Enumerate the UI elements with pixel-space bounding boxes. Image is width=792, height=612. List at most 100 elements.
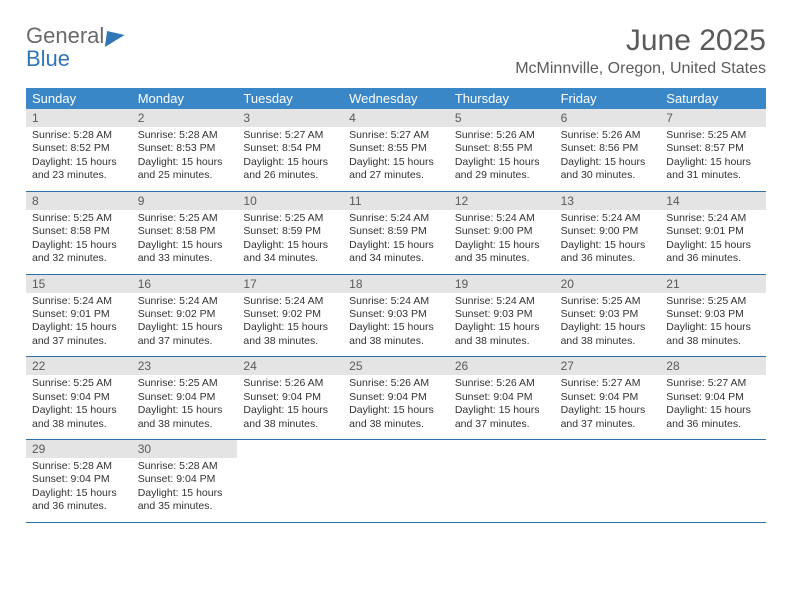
day-day1: Daylight: 15 hours bbox=[349, 239, 443, 252]
day-sunrise: Sunrise: 5:28 AM bbox=[32, 129, 126, 142]
day-sunrise: Sunrise: 5:27 AM bbox=[666, 377, 760, 390]
day-day2: and 38 minutes. bbox=[561, 335, 655, 348]
day-day1: Daylight: 15 hours bbox=[32, 487, 126, 500]
day-info: Sunrise: 5:24 AMSunset: 9:02 PMDaylight:… bbox=[237, 293, 343, 357]
day-day2: and 36 minutes. bbox=[666, 252, 760, 265]
day-number: 2 bbox=[132, 109, 238, 127]
day-sunset: Sunset: 9:03 PM bbox=[561, 308, 655, 321]
day-info: Sunrise: 5:27 AMSunset: 9:04 PMDaylight:… bbox=[555, 375, 661, 439]
day-number: 7 bbox=[660, 109, 766, 127]
day-day2: and 36 minutes. bbox=[666, 418, 760, 431]
calendar-week: 29Sunrise: 5:28 AMSunset: 9:04 PMDayligh… bbox=[26, 440, 766, 523]
day-sunrise: Sunrise: 5:24 AM bbox=[455, 212, 549, 225]
day-sunset: Sunset: 9:04 PM bbox=[349, 391, 443, 404]
page-title: June 2025 bbox=[515, 24, 766, 58]
logo-triangle-icon bbox=[105, 31, 125, 47]
calendar-cell: 5Sunrise: 5:26 AMSunset: 8:55 PMDaylight… bbox=[449, 109, 555, 191]
day-sunrise: Sunrise: 5:26 AM bbox=[561, 129, 655, 142]
day-number: 25 bbox=[343, 357, 449, 375]
day-day1: Daylight: 15 hours bbox=[455, 239, 549, 252]
day-day2: and 38 minutes. bbox=[32, 418, 126, 431]
day-sunrise: Sunrise: 5:26 AM bbox=[455, 129, 549, 142]
calendar-cell: 24Sunrise: 5:26 AMSunset: 9:04 PMDayligh… bbox=[237, 357, 343, 439]
day-sunrise: Sunrise: 5:25 AM bbox=[138, 212, 232, 225]
day-day2: and 32 minutes. bbox=[32, 252, 126, 265]
day-sunset: Sunset: 8:59 PM bbox=[349, 225, 443, 238]
day-info: Sunrise: 5:28 AMSunset: 9:04 PMDaylight:… bbox=[26, 458, 132, 522]
calendar-cell: 8Sunrise: 5:25 AMSunset: 8:58 PMDaylight… bbox=[26, 192, 132, 274]
calendar-cell: 10Sunrise: 5:25 AMSunset: 8:59 PMDayligh… bbox=[237, 192, 343, 274]
day-day2: and 31 minutes. bbox=[666, 169, 760, 182]
day-sunset: Sunset: 8:56 PM bbox=[561, 142, 655, 155]
day-sunrise: Sunrise: 5:25 AM bbox=[138, 377, 232, 390]
calendar-cell: 21Sunrise: 5:25 AMSunset: 9:03 PMDayligh… bbox=[660, 275, 766, 357]
day-sunset: Sunset: 9:02 PM bbox=[243, 308, 337, 321]
day-day2: and 29 minutes. bbox=[455, 169, 549, 182]
day-sunrise: Sunrise: 5:24 AM bbox=[243, 295, 337, 308]
day-sunset: Sunset: 9:03 PM bbox=[666, 308, 760, 321]
day-day2: and 36 minutes. bbox=[561, 252, 655, 265]
day-day2: and 26 minutes. bbox=[243, 169, 337, 182]
day-sunrise: Sunrise: 5:28 AM bbox=[138, 129, 232, 142]
day-sunset: Sunset: 8:58 PM bbox=[32, 225, 126, 238]
day-sunset: Sunset: 9:01 PM bbox=[666, 225, 760, 238]
day-info: Sunrise: 5:24 AMSunset: 9:01 PMDaylight:… bbox=[660, 210, 766, 274]
day-day1: Daylight: 15 hours bbox=[32, 321, 126, 334]
day-day1: Daylight: 15 hours bbox=[349, 404, 443, 417]
calendar-cell: 14Sunrise: 5:24 AMSunset: 9:01 PMDayligh… bbox=[660, 192, 766, 274]
day-sunset: Sunset: 8:57 PM bbox=[666, 142, 760, 155]
day-sunset: Sunset: 9:04 PM bbox=[138, 473, 232, 486]
dow-tuesday: Tuesday bbox=[237, 88, 343, 109]
day-sunrise: Sunrise: 5:25 AM bbox=[32, 212, 126, 225]
day-info: Sunrise: 5:24 AMSunset: 9:02 PMDaylight:… bbox=[132, 293, 238, 357]
day-day2: and 33 minutes. bbox=[138, 252, 232, 265]
calendar-cell: 7Sunrise: 5:25 AMSunset: 8:57 PMDaylight… bbox=[660, 109, 766, 191]
day-sunrise: Sunrise: 5:28 AM bbox=[32, 460, 126, 473]
calendar-cell-empty bbox=[449, 440, 555, 522]
day-day1: Daylight: 15 hours bbox=[666, 321, 760, 334]
calendar-cell: 18Sunrise: 5:24 AMSunset: 9:03 PMDayligh… bbox=[343, 275, 449, 357]
dow-sunday: Sunday bbox=[26, 88, 132, 109]
day-day1: Daylight: 15 hours bbox=[561, 321, 655, 334]
day-day1: Daylight: 15 hours bbox=[138, 487, 232, 500]
day-sunset: Sunset: 8:55 PM bbox=[455, 142, 549, 155]
day-day2: and 37 minutes. bbox=[138, 335, 232, 348]
day-sunrise: Sunrise: 5:24 AM bbox=[455, 295, 549, 308]
calendar-cell: 15Sunrise: 5:24 AMSunset: 9:01 PMDayligh… bbox=[26, 275, 132, 357]
day-sunrise: Sunrise: 5:27 AM bbox=[561, 377, 655, 390]
day-sunrise: Sunrise: 5:24 AM bbox=[32, 295, 126, 308]
day-day2: and 37 minutes. bbox=[455, 418, 549, 431]
day-day2: and 30 minutes. bbox=[561, 169, 655, 182]
day-day1: Daylight: 15 hours bbox=[561, 239, 655, 252]
day-info: Sunrise: 5:25 AMSunset: 8:57 PMDaylight:… bbox=[660, 127, 766, 191]
day-day1: Daylight: 15 hours bbox=[32, 239, 126, 252]
day-number: 21 bbox=[660, 275, 766, 293]
day-sunset: Sunset: 9:04 PM bbox=[455, 391, 549, 404]
day-sunrise: Sunrise: 5:24 AM bbox=[349, 212, 443, 225]
day-day2: and 25 minutes. bbox=[138, 169, 232, 182]
day-day1: Daylight: 15 hours bbox=[138, 321, 232, 334]
calendar-week: 1Sunrise: 5:28 AMSunset: 8:52 PMDaylight… bbox=[26, 109, 766, 192]
day-day1: Daylight: 15 hours bbox=[349, 156, 443, 169]
logo-text-bottom: Blue bbox=[26, 46, 70, 71]
day-sunset: Sunset: 9:03 PM bbox=[349, 308, 443, 321]
calendar-week: 8Sunrise: 5:25 AMSunset: 8:58 PMDaylight… bbox=[26, 192, 766, 275]
day-number: 4 bbox=[343, 109, 449, 127]
day-info: Sunrise: 5:26 AMSunset: 9:04 PMDaylight:… bbox=[343, 375, 449, 439]
day-number: 13 bbox=[555, 192, 661, 210]
day-number: 11 bbox=[343, 192, 449, 210]
calendar-cell: 26Sunrise: 5:26 AMSunset: 9:04 PMDayligh… bbox=[449, 357, 555, 439]
day-sunset: Sunset: 9:04 PM bbox=[32, 391, 126, 404]
calendar-cell: 3Sunrise: 5:27 AMSunset: 8:54 PMDaylight… bbox=[237, 109, 343, 191]
logo-text-top: General bbox=[26, 23, 104, 48]
calendar-cell: 23Sunrise: 5:25 AMSunset: 9:04 PMDayligh… bbox=[132, 357, 238, 439]
day-number: 24 bbox=[237, 357, 343, 375]
day-day1: Daylight: 15 hours bbox=[349, 321, 443, 334]
day-sunset: Sunset: 8:53 PM bbox=[138, 142, 232, 155]
day-sunset: Sunset: 8:52 PM bbox=[32, 142, 126, 155]
day-number: 22 bbox=[26, 357, 132, 375]
calendar-cell: 17Sunrise: 5:24 AMSunset: 9:02 PMDayligh… bbox=[237, 275, 343, 357]
calendar-cell: 11 Sunrise: 5:24 AMSunset: 8:59 PMDayligh… bbox=[343, 192, 449, 274]
calendar-cell: 6Sunrise: 5:26 AMSunset: 8:56 PMDaylight… bbox=[555, 109, 661, 191]
day-day1: Daylight: 15 hours bbox=[32, 156, 126, 169]
